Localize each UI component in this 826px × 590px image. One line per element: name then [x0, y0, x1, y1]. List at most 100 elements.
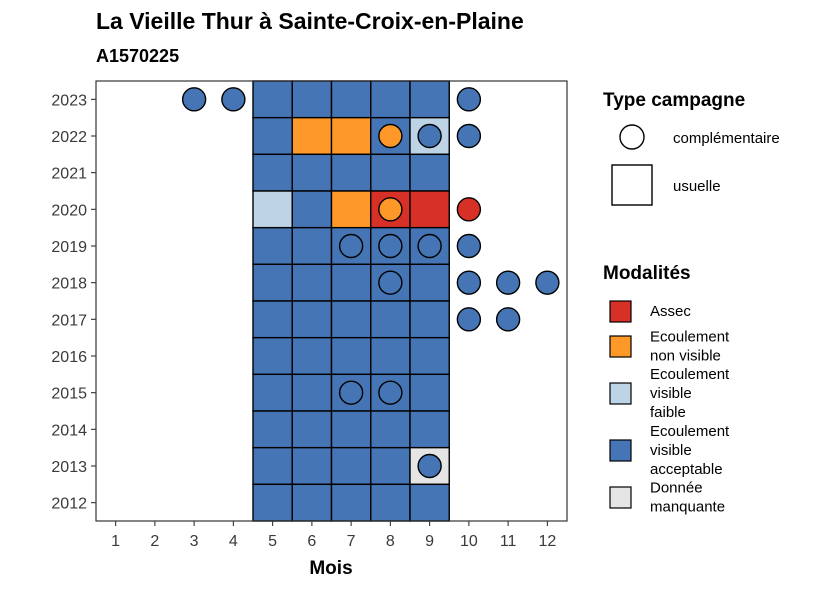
- tile-2020-5: [252, 190, 293, 229]
- x-axis: 1 2 3 4 5 6 7 8 9 10 11 12: [111, 521, 556, 550]
- legend-key-modalite-2: [609, 382, 632, 405]
- complementaire-points: [181, 87, 560, 479]
- x-axis-title: Mois: [309, 558, 352, 579]
- point-2018-12: [535, 270, 560, 295]
- y-tick-label-2018: 2018: [51, 276, 87, 293]
- y-tick-label-2020: 2020: [51, 202, 87, 219]
- point-2022-10: [456, 123, 482, 149]
- tile-2014-9: [409, 410, 450, 449]
- tile-2016-7: [330, 336, 372, 376]
- legend-key-usuelle: [611, 164, 653, 206]
- x-tick-label-6: 6: [307, 533, 316, 550]
- tile-2018-7: [330, 263, 372, 302]
- tile-2022-5: [252, 116, 293, 156]
- x-tick-label-5: 5: [268, 533, 277, 550]
- legend: Type campagne complémentaire usuelle Modali…: [603, 90, 780, 516]
- tile-2021-9: [409, 153, 450, 192]
- tile-2017-7: [330, 300, 372, 339]
- tile-2013-6: [291, 446, 333, 486]
- x-tick-label-7: 7: [347, 533, 356, 550]
- plot-border: [95, 80, 568, 522]
- tile-2018-6: [291, 263, 333, 302]
- tile-2014-5: [252, 410, 293, 449]
- tile-2023-8: [370, 80, 411, 119]
- tile-2020-9: [409, 190, 450, 229]
- y-tick-label-2014: 2014: [51, 422, 87, 439]
- y-tick-label-2013: 2013: [51, 459, 87, 476]
- legend-label-complementaire: complémentaire: [673, 130, 780, 147]
- tile-2016-6: [291, 336, 333, 376]
- y-tick-label-2019: 2019: [51, 239, 87, 256]
- tile-2013-5: [252, 446, 293, 486]
- x-tick-label-8: 8: [386, 533, 395, 550]
- tile-2023-7: [330, 80, 372, 119]
- tile-2013-8: [370, 446, 411, 486]
- chart-title: La Vieille Thur à Sainte-Croix-en-Plaine: [96, 8, 524, 34]
- tile-2023-6: [291, 80, 333, 119]
- legend-key-modalite-4: [609, 486, 632, 509]
- legend-key-modalite-3: [609, 439, 632, 462]
- point-2015-8: [378, 380, 403, 405]
- y-tick-label-2021: 2021: [51, 166, 87, 183]
- point-2018-11: [495, 270, 521, 295]
- point-2022-8: [378, 123, 403, 149]
- tile-2016-9: [409, 336, 450, 376]
- tile-2017-9: [409, 300, 450, 339]
- legend-label-modalite-2: Ecoulement visible faible: [650, 366, 730, 421]
- x-tick-label-9: 9: [425, 533, 434, 550]
- tile-2012-5: [252, 483, 293, 522]
- tile-2021-6: [291, 153, 333, 192]
- legend-key-complementaire: [619, 124, 645, 150]
- x-tick-label-2: 2: [150, 533, 159, 550]
- chart-subtitle: A1570225: [96, 46, 179, 66]
- y-tick-label-2017: 2017: [51, 312, 87, 329]
- tile-2023-9: [409, 80, 450, 119]
- tile-2017-6: [291, 300, 333, 339]
- y-tick-label-2012: 2012: [51, 496, 87, 513]
- legend-label-modalite-4: Donnée manquante: [650, 480, 725, 516]
- tile-2012-6: [291, 483, 333, 522]
- point-2023-3: [181, 87, 207, 112]
- legend-label-usuelle: usuelle: [673, 178, 721, 195]
- tile-2020-6: [291, 190, 333, 229]
- point-2019-7: [338, 233, 364, 259]
- x-tick-label-11: 11: [500, 533, 517, 550]
- tile-2022-7: [330, 116, 372, 156]
- tile-2017-8: [370, 300, 411, 339]
- tile-2019-5: [252, 226, 293, 266]
- tile-2021-5: [252, 153, 293, 192]
- tile-2013-7: [330, 446, 372, 486]
- legend-key-modalite-0: [609, 300, 632, 323]
- point-2017-11: [495, 307, 521, 332]
- legend-label-modalite-0: Assec: [650, 303, 691, 320]
- tile-2018-5: [252, 263, 293, 302]
- plot-frame: [95, 80, 568, 522]
- x-tick-label-1: 1: [111, 533, 120, 550]
- tile-2014-6: [291, 410, 333, 449]
- legend-title-type: Type campagne: [603, 90, 745, 111]
- tile-2021-8: [370, 153, 411, 192]
- point-2022-9: [417, 123, 442, 149]
- point-2018-10: [456, 270, 482, 295]
- point-2020-10: [456, 197, 482, 222]
- x-tick-label-4: 4: [229, 533, 238, 550]
- tile-2014-7: [330, 410, 372, 449]
- x-tick-label-10: 10: [460, 533, 478, 550]
- point-2017-10: [456, 307, 482, 332]
- y-tick-label-2015: 2015: [51, 386, 87, 403]
- point-2019-9: [417, 233, 442, 259]
- x-tick-label-3: 3: [190, 533, 199, 550]
- tile-2022-6: [291, 116, 333, 156]
- point-2015-7: [338, 380, 364, 405]
- tile-2017-5: [252, 300, 293, 339]
- tile-2015-6: [291, 373, 333, 412]
- y-tick-label-2016: 2016: [51, 349, 87, 366]
- legend-label-modalite-1: Ecoulement non visible: [650, 329, 730, 365]
- tile-2023-5: [252, 80, 293, 119]
- tile-2014-8: [370, 410, 411, 449]
- point-2020-8: [378, 197, 403, 222]
- tile-2012-8: [370, 483, 411, 522]
- usuelle-cells: [252, 80, 450, 522]
- tile-2019-6: [291, 226, 333, 266]
